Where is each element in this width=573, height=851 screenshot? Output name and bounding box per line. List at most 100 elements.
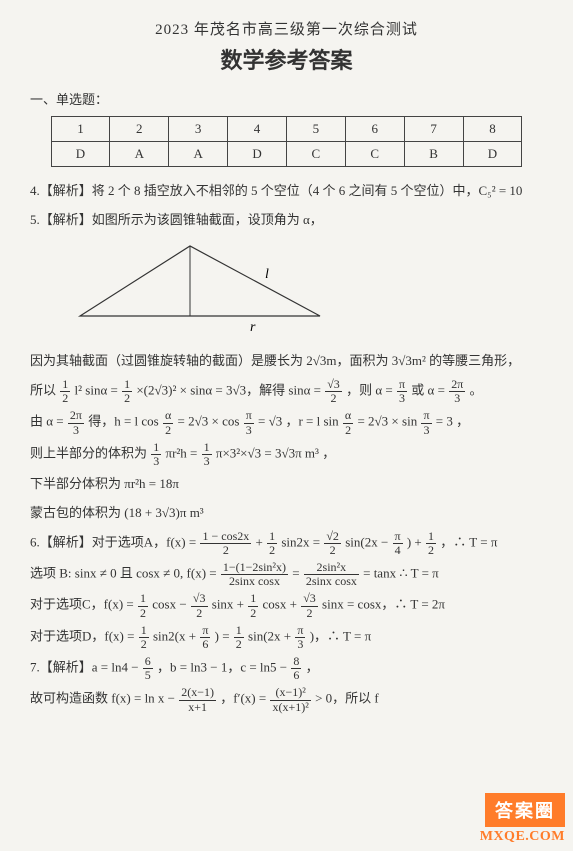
fraction: √32 [325,378,342,405]
text: = 2√3 × sin [357,414,417,429]
watermark-url: MXQE.COM [480,829,565,845]
exam-header: 2023 年茂名市高三级第一次综合测试 [30,18,543,39]
text: sin2x = [281,534,323,549]
q5-explain-e: 则上半部分的体积为 13 πr²h = 13 π×3²×√3 = 3√3π m³… [30,441,543,468]
q5-explain-f: 下半部分体积为 πr²h = 18π [30,472,543,497]
fraction: π3 [397,378,407,405]
text: ， [306,660,319,675]
text: 或 α = [411,383,448,398]
fraction: π3 [421,409,431,436]
text: π×3²×√3 = 3√3π m³ ， [216,445,335,460]
q6-explain-b: 选项 B: sinx ≠ 0 且 cosx ≠ 0, f(x) = 1−(1−2… [30,561,543,588]
text: 则上半部分的体积为 [30,445,150,460]
ans-num: 3 [169,117,228,142]
text: 6.【解析】对于选项A，f(x) = [30,534,199,549]
q5-explain-g: 蒙古包的体积为 (18 + 3√3)π m³ [30,501,543,526]
fraction: 1 − cos2x2 [200,530,251,557]
text: ) + [407,534,425,549]
fraction: √32 [301,592,318,619]
ans-num: 4 [228,117,287,142]
text: ) = [215,628,233,643]
q5-explain-b: 因为其轴截面（过圆锥旋转轴的截面）是腰长为 2√3m，面积为 3√3m² 的等腰… [30,349,543,374]
ans-val: D [463,142,522,167]
fraction: 12 [426,530,436,557]
doc-title: 数学参考答案 [30,43,543,75]
q6-explain-d: 对于选项D，f(x) = 12 sin2(x + π6 ) = 12 sin(2… [30,624,543,651]
text: 选项 B: sinx ≠ 0 且 cosx ≠ 0, f(x) = [30,566,220,581]
text: cosx − [152,597,190,612]
text: 对于选项C，f(x) = [30,597,137,612]
text: 所以 [30,383,59,398]
triangle-shape [80,246,320,316]
text: ，b = ln3 − 1，c = ln5 − [157,660,290,675]
fraction: 12 [234,624,244,651]
ans-num: 2 [110,117,169,142]
text: sin(2x − [345,534,391,549]
fraction: 1−(1−2sin²x)2sinx cosx [221,561,288,588]
text: 由 α = [30,414,67,429]
text: sinx + [212,597,248,612]
q7-explain-b: 故可构造函数 f(x) = ln x − 2(x−1)x+1 ，f′(x) = … [30,686,543,713]
fraction: 2(x−1)x+1 [179,686,216,713]
text: ，∴ T = π [440,534,497,549]
fraction: √22 [324,530,341,557]
text: > 0，所以 f [315,691,379,706]
text: ×(2√3)² × sinα = 3√3，解得 sinα = [136,383,324,398]
text: 对于选项D，f(x) = [30,628,138,643]
text: 得，h = l cos [88,414,159,429]
triangle-figure: l r [70,238,543,343]
text: ，f′(x) = [220,691,269,706]
fraction: α2 [343,409,353,436]
fraction: 12 [248,592,258,619]
page-root: 2023 年茂名市高三级第一次综合测试 数学参考答案 一、单选题： 1 2 3 … [0,0,573,728]
q5-explain-c: 所以 12 l² sinα = 12 ×(2√3)² × sinα = 3√3，… [30,378,543,405]
ans-val: D [51,142,110,167]
label-r: r [250,320,256,335]
text: πr²h = [166,445,201,460]
fraction: 65 [143,655,153,682]
text: )，∴ T = π [310,628,371,643]
fraction: 12 [139,624,149,651]
fraction: 2π3 [68,409,84,436]
ans-num: 1 [51,117,110,142]
ans-num: 7 [404,117,463,142]
text: = [292,566,303,581]
text: + [255,534,266,549]
fraction: α2 [163,409,173,436]
text: = 3 ， [436,414,469,429]
fraction: π3 [244,409,254,436]
ans-num: 6 [345,117,404,142]
fraction: π4 [393,530,403,557]
text: ，则 α = [346,383,396,398]
fraction: 2sin²x2sinx cosx [304,561,359,588]
fraction: 2π3 [449,378,465,405]
answer-table: 1 2 3 4 5 6 7 8 D A A D C C B D [51,116,523,167]
label-l: l [265,267,269,282]
text: sin(2x + [248,628,294,643]
ans-val: C [345,142,404,167]
q6-explain-c: 对于选项C，f(x) = 12 cosx − √32 sinx + 12 cos… [30,592,543,619]
q7-explain-a: 7.【解析】a = ln4 − 65 ，b = ln3 − 1，c = ln5 … [30,655,543,682]
ans-val: D [228,142,287,167]
section-1-heading: 一、单选题： [30,89,543,108]
q5-explain-a: 5.【解析】如图所示为该圆锥轴截面，设顶角为 α， [30,208,543,233]
q4-explain: 4.【解析】将 2 个 8 插空放入不相邻的 5 个空位（4 个 6 之间有 5… [30,179,543,204]
fraction: 12 [138,592,148,619]
q6-explain-a: 6.【解析】对于选项A，f(x) = 1 − cos2x2 + 12 sin2x… [30,530,543,557]
fraction: 13 [151,441,161,468]
ans-num: 8 [463,117,522,142]
watermark-badge: 答案圈 [485,793,565,827]
text: = 2√3 × cos [178,414,240,429]
q5-explain-d: 由 α = 2π3 得，h = l cos α2 = 2√3 × cos π3 … [30,409,543,436]
ans-val: C [286,142,345,167]
text: 。 [470,383,483,398]
ans-num: 5 [286,117,345,142]
fraction: 13 [202,441,212,468]
text: cosx + [263,597,301,612]
ans-val: B [404,142,463,167]
text: sin2(x + [153,628,199,643]
table-row: 1 2 3 4 5 6 7 8 [51,117,522,142]
fraction: √32 [191,592,208,619]
fraction: 86 [291,655,301,682]
triangle-svg: l r [70,238,340,338]
